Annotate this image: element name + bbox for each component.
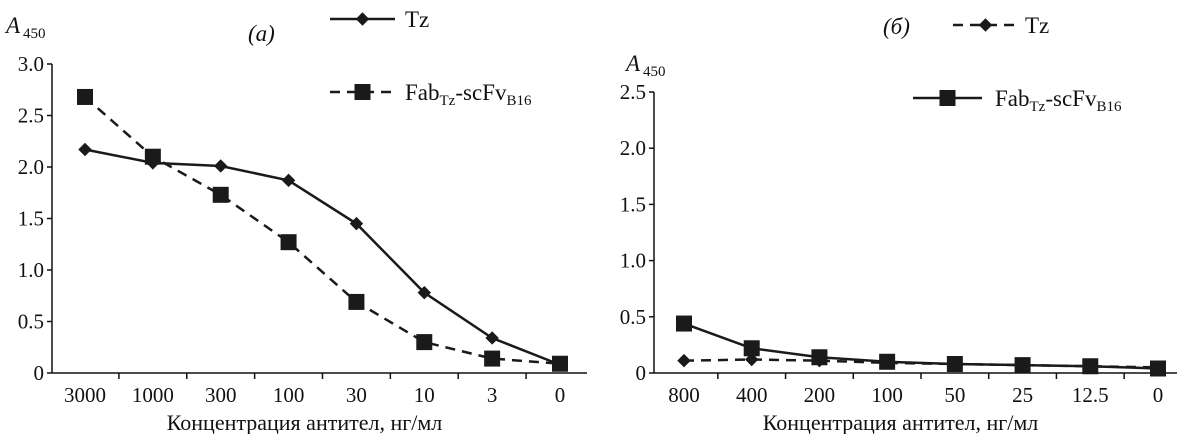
panel-label: (б) — [883, 14, 910, 39]
legend-label-part: -scFv — [1045, 86, 1097, 111]
data-point — [348, 293, 365, 310]
legend-label: Tz — [1025, 13, 1049, 38]
y-tick-label: 0.5 — [18, 310, 44, 334]
data-point — [745, 352, 759, 367]
data-point — [946, 356, 963, 373]
chart-panel-2: 0 0.5 1.0 1.5 2.0 2.5 800 400 200 100 50 25 12.5 0 Кон… — [620, 13, 1177, 434]
x-tick-label: 30 — [346, 383, 367, 407]
data-point — [417, 285, 431, 300]
data-point — [416, 334, 433, 351]
data-point — [811, 349, 828, 366]
x-tick-label: 0 — [555, 383, 566, 407]
legend-marker — [355, 12, 370, 26]
y-tick-label: 1.5 — [18, 207, 44, 231]
data-point — [1150, 360, 1166, 377]
legend-label: Tz — [405, 7, 429, 32]
x-tick-label: 1000 — [132, 383, 174, 407]
legend-label-part: Fab — [995, 86, 1030, 111]
y-tick-label: 1.0 — [620, 249, 646, 273]
series-2 — [676, 315, 1166, 377]
data-point — [1082, 358, 1099, 375]
y-tick-label: 3.0 — [18, 52, 44, 76]
data-point — [552, 355, 568, 372]
series-line — [84, 96, 561, 365]
data-point — [280, 234, 297, 251]
x-tick-label: 12.5 — [1072, 383, 1109, 407]
y-tick-label: 0.5 — [620, 305, 646, 329]
legend-label-part: -scFv — [455, 80, 507, 105]
x-tick-label: 50 — [944, 383, 965, 407]
data-point — [485, 331, 499, 345]
data-point — [676, 315, 692, 332]
x-tick-label: 3000 — [64, 383, 106, 407]
legend-marker — [978, 18, 993, 32]
legend-entry-1: Tz — [953, 13, 1049, 38]
panel-label: (а) — [248, 21, 275, 46]
y-axis-title: A — [624, 51, 641, 76]
x-tick-label: 10 — [414, 383, 435, 407]
series-line — [683, 322, 1159, 370]
data-point — [879, 353, 896, 370]
legend-entry-1: Tz — [330, 7, 429, 32]
y-tick-label: 2.0 — [620, 136, 646, 160]
y-tick-label: 1.0 — [18, 258, 44, 282]
legend-entry-2: FabTz-scFvB16 — [330, 80, 532, 109]
data-point — [281, 173, 296, 188]
y-tick-label: 0 — [636, 361, 647, 385]
legend-label-subscript: Tz — [1030, 99, 1046, 115]
series-line — [84, 148, 561, 366]
y-tick-label: 2.0 — [18, 155, 44, 179]
data-point — [1014, 357, 1031, 374]
x-tick-label: 400 — [736, 383, 768, 407]
x-tick-label: 300 — [205, 383, 237, 407]
x-tick-label: 100 — [273, 383, 305, 407]
x-axis-title: Концентрация антител, нг/мл — [167, 410, 443, 434]
y-tick-label: 2.5 — [620, 80, 646, 104]
legend-label-subscript: B16 — [1096, 99, 1122, 115]
data-point — [349, 216, 364, 231]
legend-marker — [354, 84, 371, 100]
data-point — [78, 142, 92, 157]
data-point — [677, 353, 691, 368]
series-1 — [78, 142, 567, 372]
data-point — [214, 159, 228, 173]
x-tick-label: 25 — [1012, 383, 1033, 407]
x-tick-label: 800 — [668, 383, 700, 407]
x-tick-label: 3 — [487, 383, 498, 407]
y-axis-title-subscript: 450 — [643, 64, 666, 80]
y-axis-title-subscript: 450 — [23, 26, 46, 42]
legend-marker — [939, 90, 956, 106]
legend-label: FabTz-scFvB16 — [405, 80, 532, 109]
data-point — [484, 350, 501, 367]
legend-label-subscript: B16 — [506, 93, 532, 109]
legend-label-subscript: Tz — [440, 93, 456, 109]
x-tick-label: 200 — [804, 383, 836, 407]
legend-entry-2: FabTz-scFvB16 — [913, 86, 1122, 115]
series-2 — [77, 88, 568, 372]
data-point — [144, 148, 161, 165]
y-tick-label: 1.5 — [620, 192, 646, 216]
y-axis-title: A — [4, 13, 21, 38]
x-tick-label: 0 — [1153, 383, 1164, 407]
legend-label: FabTz-scFvB16 — [995, 86, 1122, 115]
data-point — [743, 340, 760, 357]
data-point — [212, 186, 229, 203]
y-tick-label: 2.5 — [18, 104, 44, 128]
x-tick-label: 100 — [871, 383, 903, 407]
y-tick-label: 0 — [34, 361, 45, 385]
x-axis-title: Концентрация антител, нг/мл — [763, 410, 1039, 434]
data-point — [77, 88, 93, 105]
legend-label-part: Fab — [405, 80, 440, 105]
